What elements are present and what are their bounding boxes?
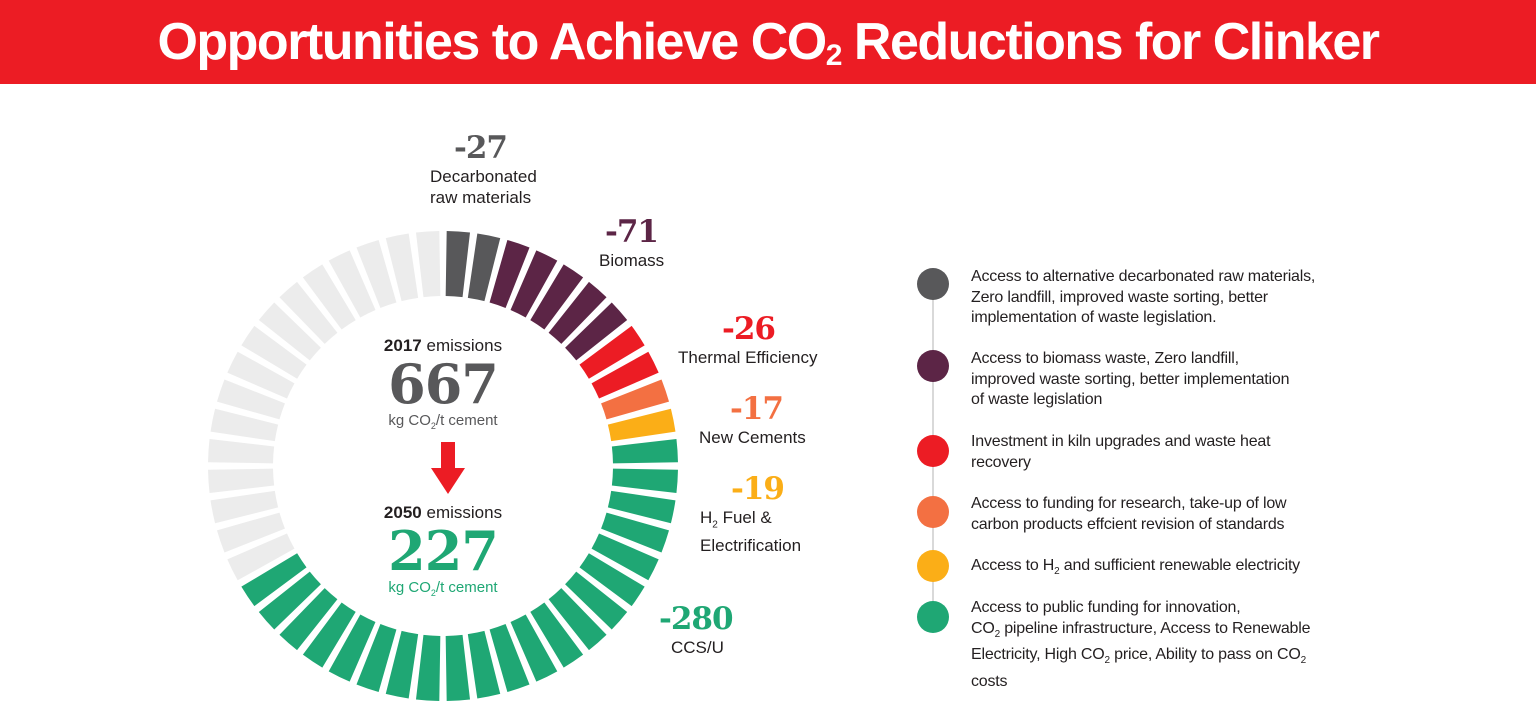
donut-segment-2050-emissions-9 — [241, 325, 307, 379]
donut-segment-new-cements-1 — [601, 379, 670, 420]
value-biomass: -71 — [605, 214, 659, 250]
donut-segment-2050-emissions-14 — [356, 239, 397, 308]
donut-segment-ccs-u-9 — [530, 602, 584, 668]
donut-segment-ccs-u-12 — [467, 630, 501, 699]
donut-segment-h2-fuel-electrification-1 — [607, 408, 676, 442]
donut-segment-ccs-u-11 — [489, 624, 530, 693]
legend-text-biomass: Access to biomass waste, Zero landfill, i… — [971, 350, 1290, 408]
donut-segment-ccs-u-19 — [279, 588, 338, 651]
legend-text-ccs: Access to public funding for innovation,… — [971, 599, 1311, 690]
donut-segment-ccs-u-14 — [415, 634, 441, 701]
donut-segment-thermal-efficiency-1 — [579, 325, 645, 379]
donut-segment-2050-emissions-13 — [328, 250, 376, 318]
unit-2050: kg CO2/t cement — [388, 579, 498, 598]
donut-segment-decarbonated-raw-materials-1 — [445, 231, 471, 298]
donut-segment-2050-emissions-12 — [302, 264, 356, 330]
label-biomass: -71 Biomass — [599, 216, 664, 271]
donut-segment-2050-emissions-4 — [208, 468, 275, 494]
donut-segment-ccs-u-7 — [565, 571, 628, 630]
name-decarbonated-line2: raw materials — [430, 187, 532, 207]
name-ccs: CCS/U — [671, 637, 724, 657]
label-thermal: -26 Thermal Efficiency — [678, 313, 818, 368]
value-h2: -19 — [731, 471, 785, 507]
value-ccs: -280 — [659, 601, 734, 637]
donut-segment-ccs-u-13 — [445, 634, 471, 701]
name-h2-line1: H2 Fuel & — [700, 507, 772, 530]
label-2050-emissions: 2050 emissions — [383, 503, 503, 522]
donut-segment-biomass-3 — [530, 264, 584, 330]
donut-segment-2050-emissions-16 — [415, 231, 441, 298]
legend-text-h2: Access to H2 and sufficient renewable el… — [971, 557, 1300, 578]
label-new-cements: -17 New Cements — [699, 393, 806, 448]
legend-text-new-cements: Access to funding for research, take-up … — [971, 495, 1287, 533]
center-2017: 2017 emissions 667 kg CO2/t cement — [343, 336, 543, 431]
donut-segment-biomass-5 — [565, 302, 628, 361]
name-thermal: Thermal Efficiency — [678, 347, 818, 367]
donut-segment-2050-emissions-5 — [208, 438, 275, 464]
donut-segment-biomass-2 — [510, 250, 558, 318]
donut-segment-biomass-4 — [548, 281, 607, 344]
donut-segment-ccs-u-4 — [601, 512, 670, 553]
unit-2017: kg CO2/t cement — [388, 412, 498, 431]
legend-dot-new-cements — [917, 496, 949, 528]
label-ccs: -280 CCS/U — [659, 601, 734, 658]
donut-segment-2050-emissions-15 — [385, 233, 419, 302]
donut-segment-decarbonated-raw-materials-2 — [467, 233, 501, 302]
value-2017: 667 — [388, 352, 499, 416]
donut-segment-2050-emissions-2 — [216, 512, 285, 553]
donut-segment-2050-emissions-11 — [279, 281, 338, 344]
legend-text-thermal: Investment in kiln upgrades and waste he… — [971, 433, 1271, 471]
label-2017-emissions: 2017 emissions — [383, 336, 503, 355]
value-thermal: -26 — [722, 311, 776, 347]
value-new-cements: -17 — [730, 391, 784, 427]
donut-segment-2050-emissions-10 — [258, 302, 321, 361]
donut-segment-2050-emissions-6 — [210, 408, 279, 442]
donut-segment-ccs-u-2 — [611, 468, 678, 494]
donut-segment-thermal-efficiency-2 — [591, 351, 659, 399]
name-decarbonated-line1: Decarbonated — [430, 166, 537, 186]
page-title: Opportunities to Achieve CO2 Reductions … — [157, 12, 1380, 72]
donut-segment-2050-emissions-3 — [210, 490, 279, 524]
value-decarbonated: -27 — [454, 130, 508, 166]
donut-segment-ccs-u-1 — [611, 438, 678, 464]
down-arrow-icon — [431, 442, 465, 494]
name-new-cements: New Cements — [699, 427, 806, 447]
donut-segment-ccs-u-8 — [548, 588, 607, 651]
legend-dot-decarbonated — [917, 268, 949, 300]
donut-segment-ccs-u-5 — [591, 533, 659, 581]
name-h2-line2: Electrification — [700, 535, 802, 555]
donut-segment-ccs-u-15 — [385, 630, 419, 699]
donut-segment-ccs-u-6 — [579, 553, 645, 607]
donut-segment-ccs-u-20 — [258, 571, 321, 630]
donut-segment-ccs-u-3 — [607, 490, 676, 524]
title-banner: Opportunities to Achieve CO2 Reductions … — [0, 0, 1536, 84]
center-2050: 2050 emissions 227 kg CO2/t cement — [343, 503, 543, 598]
legend-dot-thermal — [917, 435, 949, 467]
legend-dot-biomass — [917, 350, 949, 382]
donut-segment-ccs-u-16 — [356, 624, 397, 693]
donut-segment-ccs-u-17 — [328, 614, 376, 682]
donut-segment-2050-emissions-1 — [227, 533, 295, 581]
donut-segment-ccs-u-10 — [510, 614, 558, 682]
donut-segment-ccs-u-21 — [241, 553, 307, 607]
donut-segment-ccs-u-18 — [302, 602, 356, 668]
legend-text-decarbonated: Access to alternative decarbonated raw m… — [971, 268, 1316, 326]
label-h2: -19 H2 Fuel & Electrification — [700, 473, 801, 556]
label-decarbonated: -27 Decarbonated raw materials — [430, 132, 537, 208]
donut-segment-biomass-1 — [489, 239, 530, 308]
value-2050: 227 — [388, 519, 499, 583]
legend-dot-ccs — [917, 601, 949, 633]
donut-chart — [208, 231, 678, 701]
name-biomass: Biomass — [599, 250, 665, 270]
donut-segment-2050-emissions-7 — [216, 379, 285, 420]
legend-dot-h2 — [917, 550, 949, 582]
donut-segment-2050-emissions-8 — [227, 351, 295, 399]
